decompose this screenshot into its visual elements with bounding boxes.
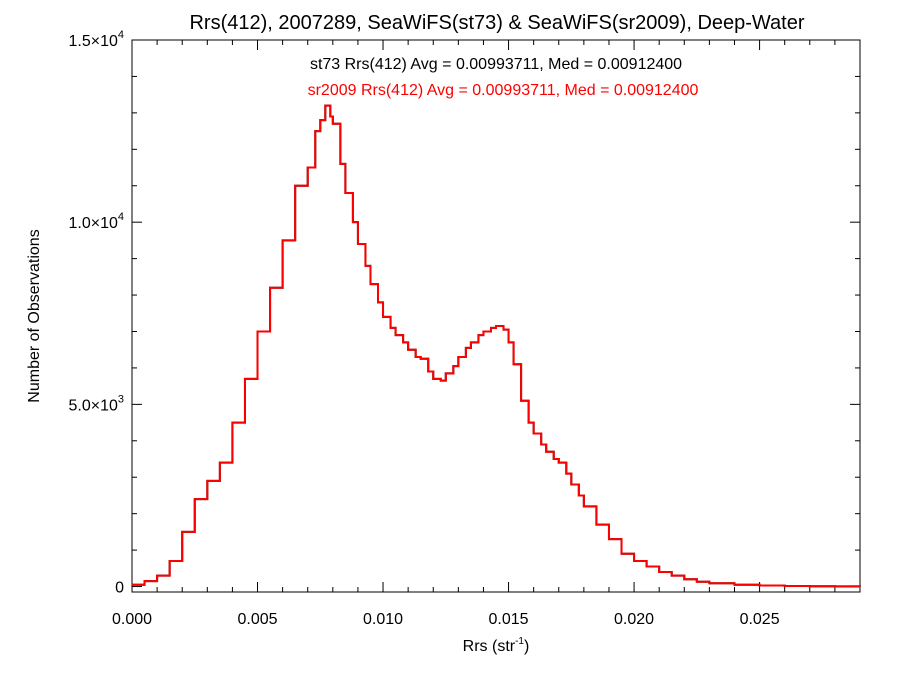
y-tick-label: 1.5×104 (68, 29, 124, 50)
x-axis-label-sup: -1 (515, 636, 524, 647)
series-st73-line (132, 104, 861, 588)
x-tick-label: 0.015 (489, 611, 529, 628)
axis-ticks (131, 39, 861, 592)
x-tick-labels: 0.000 0.005 0.010 0.015 0.020 0.025 (112, 611, 780, 628)
annotation-st73: st73 Rrs(412) Avg = 0.00993711, Med = 0.… (310, 56, 682, 73)
y-axis-label: Number of Observations (26, 229, 43, 402)
y-tick-label: 1.0×104 (68, 211, 124, 232)
series-sr2009-line (132, 104, 861, 588)
x-tick-label: 0.010 (363, 611, 403, 628)
x-tick-label: 0.020 (614, 611, 654, 628)
x-tick-label: 0.005 (237, 611, 277, 628)
annotation-sr2009: sr2009 Rrs(412) Avg = 0.00993711, Med = … (308, 82, 699, 99)
x-tick-label: 0.025 (740, 611, 780, 628)
x-axis-label: Rrs (str-1) (463, 636, 530, 655)
series-layer (132, 104, 861, 588)
x-axis-label-main: Rrs (str (463, 638, 516, 655)
plot-frame (131, 39, 861, 593)
y-tick-label: 0 (115, 580, 124, 597)
y-tick-label: 5.0×103 (68, 393, 124, 414)
x-tick-label: 0.000 (112, 611, 152, 628)
chart-title: Rrs(412), 2007289, SeaWiFS(st73) & SeaWi… (189, 12, 804, 34)
x-axis-label-close: ) (524, 638, 529, 655)
y-tick-labels: 0 5.0×103 1.0×104 1.5×104 (68, 29, 124, 597)
